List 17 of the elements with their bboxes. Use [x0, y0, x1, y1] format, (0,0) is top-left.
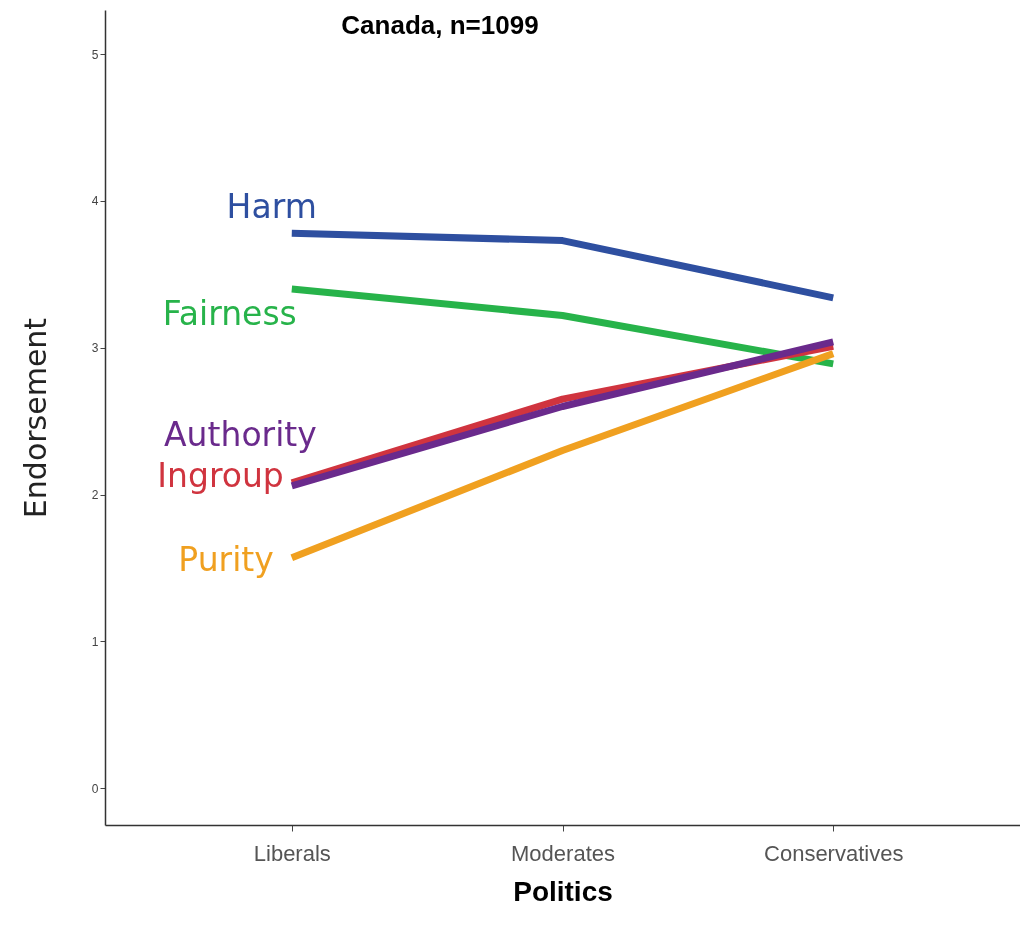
chart-title: Canada, n=1099 — [341, 10, 539, 40]
x-axis-title: Politics — [513, 875, 613, 907]
x-tick-label: Liberals — [253, 840, 331, 866]
series-label: Fairness — [162, 294, 297, 334]
x-tick-label: Moderates — [511, 840, 615, 866]
y-tick-label: 5 — [91, 47, 99, 62]
y-tick-label: 4 — [91, 194, 99, 209]
y-tick-label: 3 — [91, 341, 99, 356]
x-tick-label: Conservatives — [764, 840, 904, 866]
series-label: Authority — [164, 414, 317, 454]
y-tick-label: 2 — [91, 488, 99, 503]
series-label: Purity — [178, 539, 274, 579]
y-axis-title: Endorsement — [17, 317, 53, 519]
y-tick-label: 0 — [91, 781, 99, 796]
series-label: Harm — [226, 187, 317, 227]
series-label: Ingroup — [157, 455, 284, 495]
y-tick-label: 1 — [91, 634, 99, 649]
